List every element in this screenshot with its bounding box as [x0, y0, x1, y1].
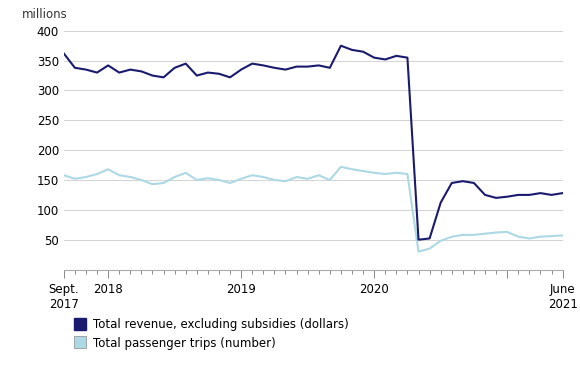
Legend: Total revenue, excluding subsidies (dollars), Total passenger trips (number): Total revenue, excluding subsidies (doll…	[70, 313, 354, 354]
Text: millions: millions	[21, 8, 67, 21]
